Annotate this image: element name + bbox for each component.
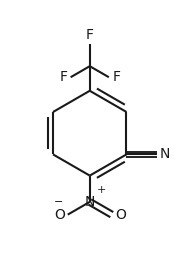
Text: N: N [85, 195, 95, 209]
Text: O: O [115, 209, 126, 222]
Text: O: O [54, 208, 65, 222]
Text: F: F [112, 70, 120, 84]
Text: +: + [97, 185, 106, 195]
Text: −: − [54, 198, 64, 207]
Text: F: F [86, 28, 94, 42]
Text: N: N [160, 147, 170, 161]
Text: F: F [59, 70, 67, 84]
